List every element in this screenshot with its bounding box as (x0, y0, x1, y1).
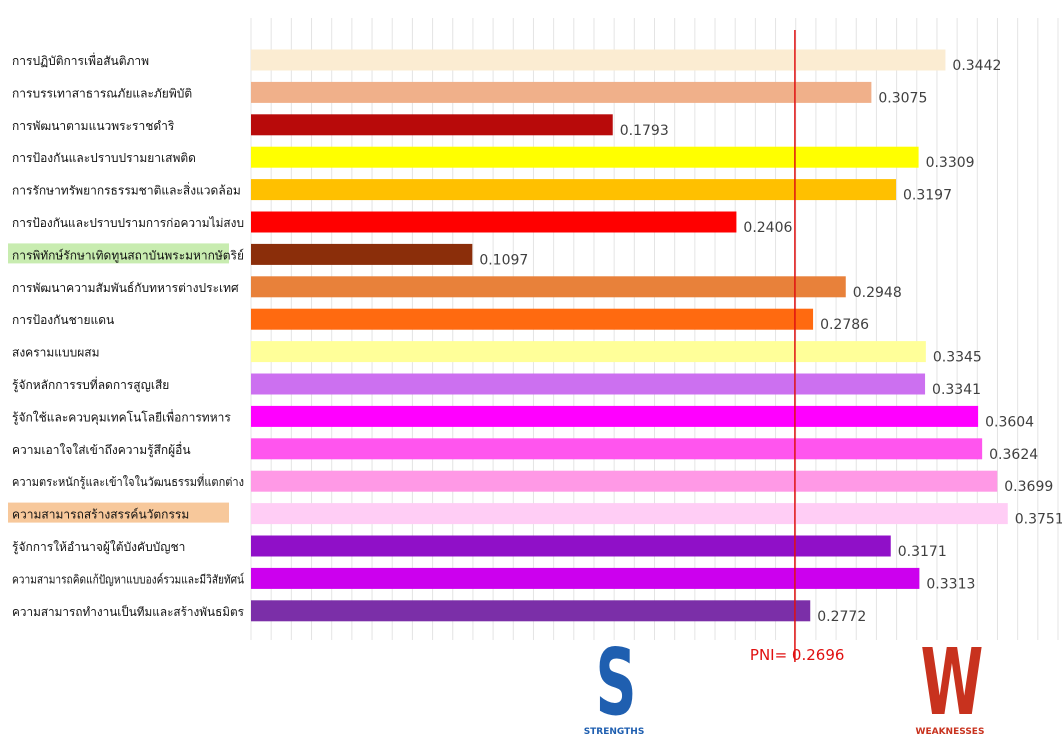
bar-value-label: 0.1097 (479, 252, 528, 268)
category-label: รู้จักหลักการรบที่ลดการสูญเสีย (12, 376, 169, 393)
bar (251, 211, 737, 233)
bar-value-label: 0.3751 (1015, 512, 1062, 528)
bar-value-label: 0.2772 (817, 609, 866, 625)
bar (251, 49, 946, 71)
bar-value-label: 0.3313 (926, 576, 975, 592)
bar-value-label: 0.3341 (932, 382, 981, 398)
strengths-caption: STRENGTHS (584, 727, 645, 737)
bar-value-label: 0.2786 (820, 317, 869, 333)
bar (251, 243, 473, 265)
category-label: การรักษาทรัพยากรธรรมชาติและสิ่งแวดล้อม (12, 182, 241, 198)
category-label: การปฏิบัติการเพื่อสันติภาพ (12, 52, 149, 68)
strengths-letter: S (595, 630, 636, 737)
bar (251, 114, 613, 136)
pni-label: PNI= 0.2696 (750, 646, 845, 664)
category-label: การพิทักษ์รักษาเทิดทูนสถาบันพระมหากษัตริ… (12, 248, 244, 263)
category-label: การป้องกันชายแดน (12, 313, 114, 327)
category-label: รู้จักใช้และควบคุมเทคโนโลยีเพื่อการทหาร (12, 408, 231, 425)
bar-value-label: 0.3699 (1004, 479, 1053, 495)
category-label: การป้องกันและปราบปรามการก่อความไม่สงบ (12, 216, 244, 230)
category-label: ความตระหนักรู้และเข้าใจในวัฒนธรรมที่แตกต… (12, 473, 244, 490)
bar (251, 146, 919, 168)
bar-value-label: 0.3309 (926, 155, 975, 171)
bar-value-label: 0.3345 (933, 350, 982, 366)
category-label: ความสามารถทำงานเป็นทีมและสร้างพันธมิตร (12, 604, 245, 619)
bar (251, 373, 926, 395)
bar-value-label: 0.3075 (878, 90, 927, 106)
bar (251, 438, 983, 460)
bar (251, 503, 1008, 525)
bar-value-label: 0.3171 (898, 544, 947, 560)
category-label: ความเอาใจใส่เข้าถึงความรู้สึกผู้อื่น (12, 441, 191, 458)
bar (251, 308, 814, 330)
bar (251, 341, 926, 363)
bar-value-label: 0.3442 (952, 58, 1001, 74)
bar (251, 405, 979, 427)
bar-value-label: 0.3197 (903, 188, 952, 204)
category-label: ความสามารถสร้างสรรค์นวัตกรรม (12, 508, 189, 522)
bar-value-label: 0.3604 (985, 414, 1034, 430)
category-label: การพัฒนาความสัมพันธ์กับทหารต่างประเทศ (12, 281, 239, 295)
category-label: รู้จักการให้อำนาจผู้ใต้บังคับบัญชา (12, 540, 185, 555)
bar-value-label: 0.2948 (853, 285, 902, 301)
bar (251, 535, 891, 557)
bar (251, 276, 846, 298)
bar (251, 600, 811, 622)
category-label: การบรรเทาสาธารณภัยและภัยพิบัติ (12, 86, 192, 100)
bar-value-label: 0.1793 (620, 123, 669, 139)
category-label: การป้องกันและปราบปรามยาเสพติด (12, 151, 196, 165)
bar-value-label: 0.3624 (989, 447, 1038, 463)
category-label-highlight (8, 502, 229, 523)
category-label-highlight (8, 243, 229, 264)
bar (251, 470, 998, 492)
weaknesses-letter: W (921, 630, 984, 737)
bar-value-label: 0.2406 (743, 220, 792, 236)
category-label: การพัฒนาตามแนวพระราชดำริ (12, 119, 175, 133)
bar (251, 567, 920, 589)
weaknesses-caption: WEAKNESSES (916, 727, 985, 737)
bar (251, 81, 872, 103)
category-label: สงครามแบบผสม (12, 346, 100, 360)
category-label: ความสามารถคิดแก้ปัญหาแบบองค์รวมและมีวิสั… (12, 572, 244, 586)
bar (251, 179, 896, 201)
